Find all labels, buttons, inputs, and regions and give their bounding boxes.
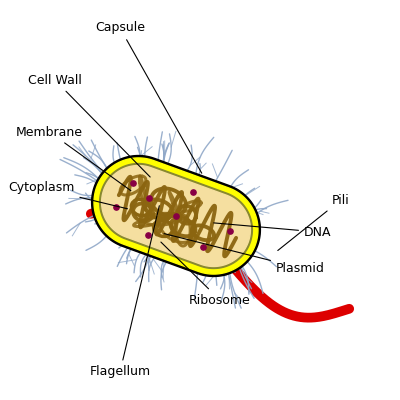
Text: Ribosome: Ribosome (161, 242, 251, 306)
Text: Flagellum: Flagellum (90, 206, 159, 378)
Text: DNA: DNA (214, 223, 332, 238)
Text: Pili: Pili (278, 194, 350, 250)
Polygon shape (102, 166, 250, 266)
Text: Capsule: Capsule (95, 22, 202, 173)
Text: Membrane: Membrane (16, 126, 131, 191)
Text: Plasmid: Plasmid (164, 234, 325, 274)
Text: Cytoplasm: Cytoplasm (8, 182, 128, 209)
Polygon shape (94, 158, 258, 274)
Polygon shape (92, 156, 260, 276)
Polygon shape (100, 164, 252, 268)
Text: Cell Wall: Cell Wall (28, 74, 150, 177)
